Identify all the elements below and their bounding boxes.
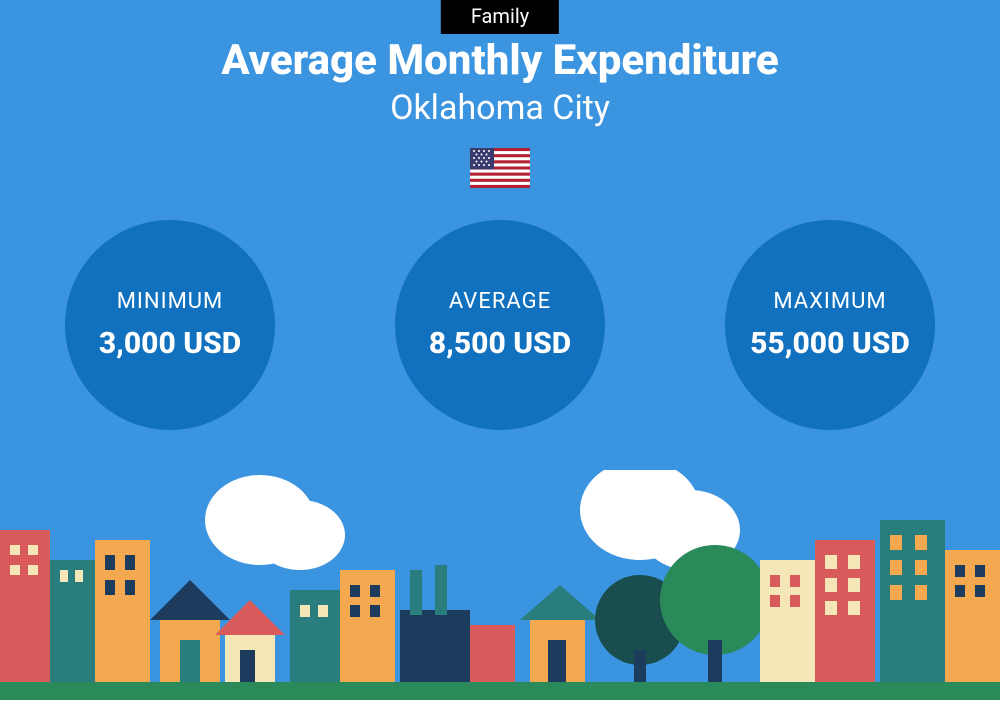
city-subtitle: Oklahoma City (0, 88, 1000, 128)
stat-circle-minimum: MINIMUM 3,000 USD (65, 220, 275, 430)
stat-value: 3,000 USD (99, 326, 241, 361)
stat-value: 55,000 USD (750, 326, 910, 361)
stats-row: MINIMUM 3,000 USD AVERAGE 8,500 USD MAXI… (0, 220, 1000, 430)
stat-label: AVERAGE (449, 289, 551, 314)
stat-label: MINIMUM (117, 289, 224, 314)
stat-value: 8,500 USD (429, 326, 571, 361)
stat-label: MAXIMUM (773, 289, 886, 314)
us-flag-icon (470, 148, 530, 188)
cityscape-illustration (0, 470, 1000, 700)
stat-circle-maximum: MAXIMUM 55,000 USD (725, 220, 935, 430)
page-title: Average Monthly Expenditure (0, 36, 1000, 85)
stat-circle-average: AVERAGE 8,500 USD (395, 220, 605, 430)
category-badge: Family (441, 0, 559, 34)
